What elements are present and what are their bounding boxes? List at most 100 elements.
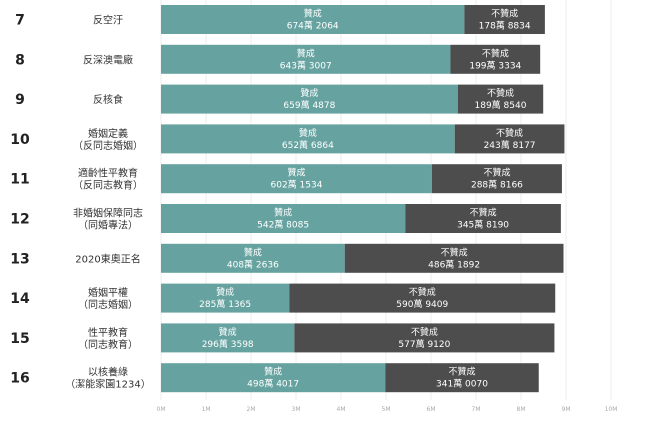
referendum-number: 14 xyxy=(10,291,30,307)
agree-bar xyxy=(161,363,386,393)
disagree-bar xyxy=(457,84,544,114)
agree-bar xyxy=(161,283,290,313)
disagree-series-label: 不贊成 xyxy=(496,127,523,139)
disagree-bar xyxy=(289,283,556,313)
referendum-label: 2020東奧正名 xyxy=(75,252,140,265)
agree-value-label: 408萬 2636 xyxy=(227,258,279,270)
referendum-number: 7 xyxy=(15,13,25,29)
disagree-value-label: 199萬 3334 xyxy=(469,59,521,71)
referendum-label: （同婚專法） xyxy=(78,219,138,232)
disagree-value-label: 577萬 9120 xyxy=(398,338,450,350)
referendum-label: 以核養綠 xyxy=(88,366,128,379)
disagree-bar xyxy=(344,243,564,273)
referendum-number: 11 xyxy=(10,172,29,188)
disagree-series-label: 不贊成 xyxy=(487,87,514,99)
disagree-bar xyxy=(405,204,561,233)
referendum-number: 13 xyxy=(10,251,29,267)
agree-value-label: 674萬 2064 xyxy=(287,20,339,32)
agree-value-label: 659萬 4878 xyxy=(283,99,335,111)
agree-bar xyxy=(161,323,295,353)
agree-value-label: 643萬 3007 xyxy=(280,59,332,71)
x-tick-label: 2M xyxy=(247,406,256,413)
referendum-number: 15 xyxy=(10,331,29,347)
disagree-bar xyxy=(450,44,541,74)
agree-value-label: 652萬 6864 xyxy=(282,139,334,151)
agree-bar xyxy=(161,84,458,114)
agree-value-label: 498萬 4017 xyxy=(247,378,299,390)
x-axis-ticks: 0M 1M 2M 3M 4M 5M 6M 7M 8M 9M 10M xyxy=(157,406,618,413)
referendum-label: 適齡性平教育 xyxy=(78,167,138,180)
referendum-number: 9 xyxy=(15,92,25,108)
disagree-value-label: 178萬 8834 xyxy=(479,20,531,32)
agree-bar xyxy=(161,204,406,233)
disagree-value-label: 486萬 1892 xyxy=(428,258,480,270)
x-tick-label: 7M xyxy=(472,406,481,413)
agree-series-label: 贊成 xyxy=(216,286,234,298)
row-labels: 7 反空汙 8 反深澳電廠 9 反核食 10 婚姻定義（反同志婚姻） 11 適齡性平教育（反同志教… xyxy=(10,13,150,391)
disagree-bar xyxy=(294,323,555,353)
agree-series-label: 贊成 xyxy=(304,8,322,20)
referendum-label: 婚姻平權 xyxy=(88,286,128,299)
referendum-label: （同志婚姻） xyxy=(78,298,138,311)
disagree-series-label: 不贊成 xyxy=(448,366,475,378)
disagree-value-label: 189萬 8540 xyxy=(475,99,527,111)
agree-bar xyxy=(161,5,465,34)
referendum-number: 16 xyxy=(10,371,29,387)
x-tick-label: 6M xyxy=(427,406,436,413)
disagree-series-label: 不贊成 xyxy=(482,47,509,59)
disagree-series-label: 不贊成 xyxy=(483,167,510,179)
disagree-series-label: 不贊成 xyxy=(409,286,436,298)
x-tick-label: 4M xyxy=(337,406,346,413)
agree-series-label: 贊成 xyxy=(244,246,262,258)
referendum-number: 8 xyxy=(15,52,25,68)
disagree-series-label: 不贊成 xyxy=(441,246,468,258)
referendum-label: （同志教育） xyxy=(78,338,138,351)
agree-value-label: 542萬 8085 xyxy=(257,219,309,231)
referendum-label: 反空汙 xyxy=(93,14,123,27)
referendum-number: 10 xyxy=(10,132,30,148)
disagree-series-label: 不贊成 xyxy=(470,207,497,219)
disagree-bar xyxy=(454,124,565,154)
disagree-bar xyxy=(431,164,562,194)
disagree-bar xyxy=(464,5,545,34)
disagree-series-label: 不贊成 xyxy=(491,8,518,20)
agree-bar xyxy=(161,243,345,273)
agree-value-label: 296萬 3598 xyxy=(202,338,254,350)
agree-series-label: 贊成 xyxy=(297,47,315,59)
x-tick-label: 5M xyxy=(382,406,391,413)
agree-series-label: 贊成 xyxy=(287,167,305,179)
referendum-label: 反核食 xyxy=(93,93,123,106)
agree-series-label: 贊成 xyxy=(300,87,318,99)
referendum-label: 性平教育 xyxy=(88,326,128,339)
disagree-value-label: 341萬 0070 xyxy=(436,378,488,390)
referendum-label: 非婚姻保障同志 xyxy=(73,207,143,220)
disagree-value-label: 345萬 8190 xyxy=(457,219,509,231)
agree-value-label: 602萬 1534 xyxy=(271,179,323,191)
x-tick-label: 10M xyxy=(605,406,618,413)
agree-series-label: 贊成 xyxy=(264,366,282,378)
agree-bar xyxy=(161,124,455,154)
disagree-series-label: 不贊成 xyxy=(411,326,438,338)
x-tick-label: 8M xyxy=(517,406,526,413)
disagree-value-label: 243萬 8177 xyxy=(484,139,536,151)
agree-bar xyxy=(161,164,432,194)
agree-series-label: 贊成 xyxy=(274,207,292,219)
referendum-label: （潔能家園1234） xyxy=(65,378,150,391)
x-tick-label: 0M xyxy=(157,406,166,413)
agree-bar xyxy=(161,44,451,74)
referendum-number: 12 xyxy=(10,212,29,228)
referendum-label: （反同志教育） xyxy=(73,179,143,192)
agree-series-label: 贊成 xyxy=(219,326,237,338)
x-tick-label: 1M xyxy=(202,406,211,413)
disagree-value-label: 590萬 9409 xyxy=(396,298,448,310)
x-tick-label: 9M xyxy=(562,406,571,413)
x-tick-label: 3M xyxy=(292,406,301,413)
disagree-bar xyxy=(385,363,539,393)
agree-series-label: 贊成 xyxy=(299,127,317,139)
referendum-label: 反深澳電廠 xyxy=(83,53,133,66)
referendum-label: 婚姻定義 xyxy=(88,127,128,140)
agree-value-label: 285萬 1365 xyxy=(199,298,251,310)
referendum-label: （反同志婚姻） xyxy=(73,139,143,152)
